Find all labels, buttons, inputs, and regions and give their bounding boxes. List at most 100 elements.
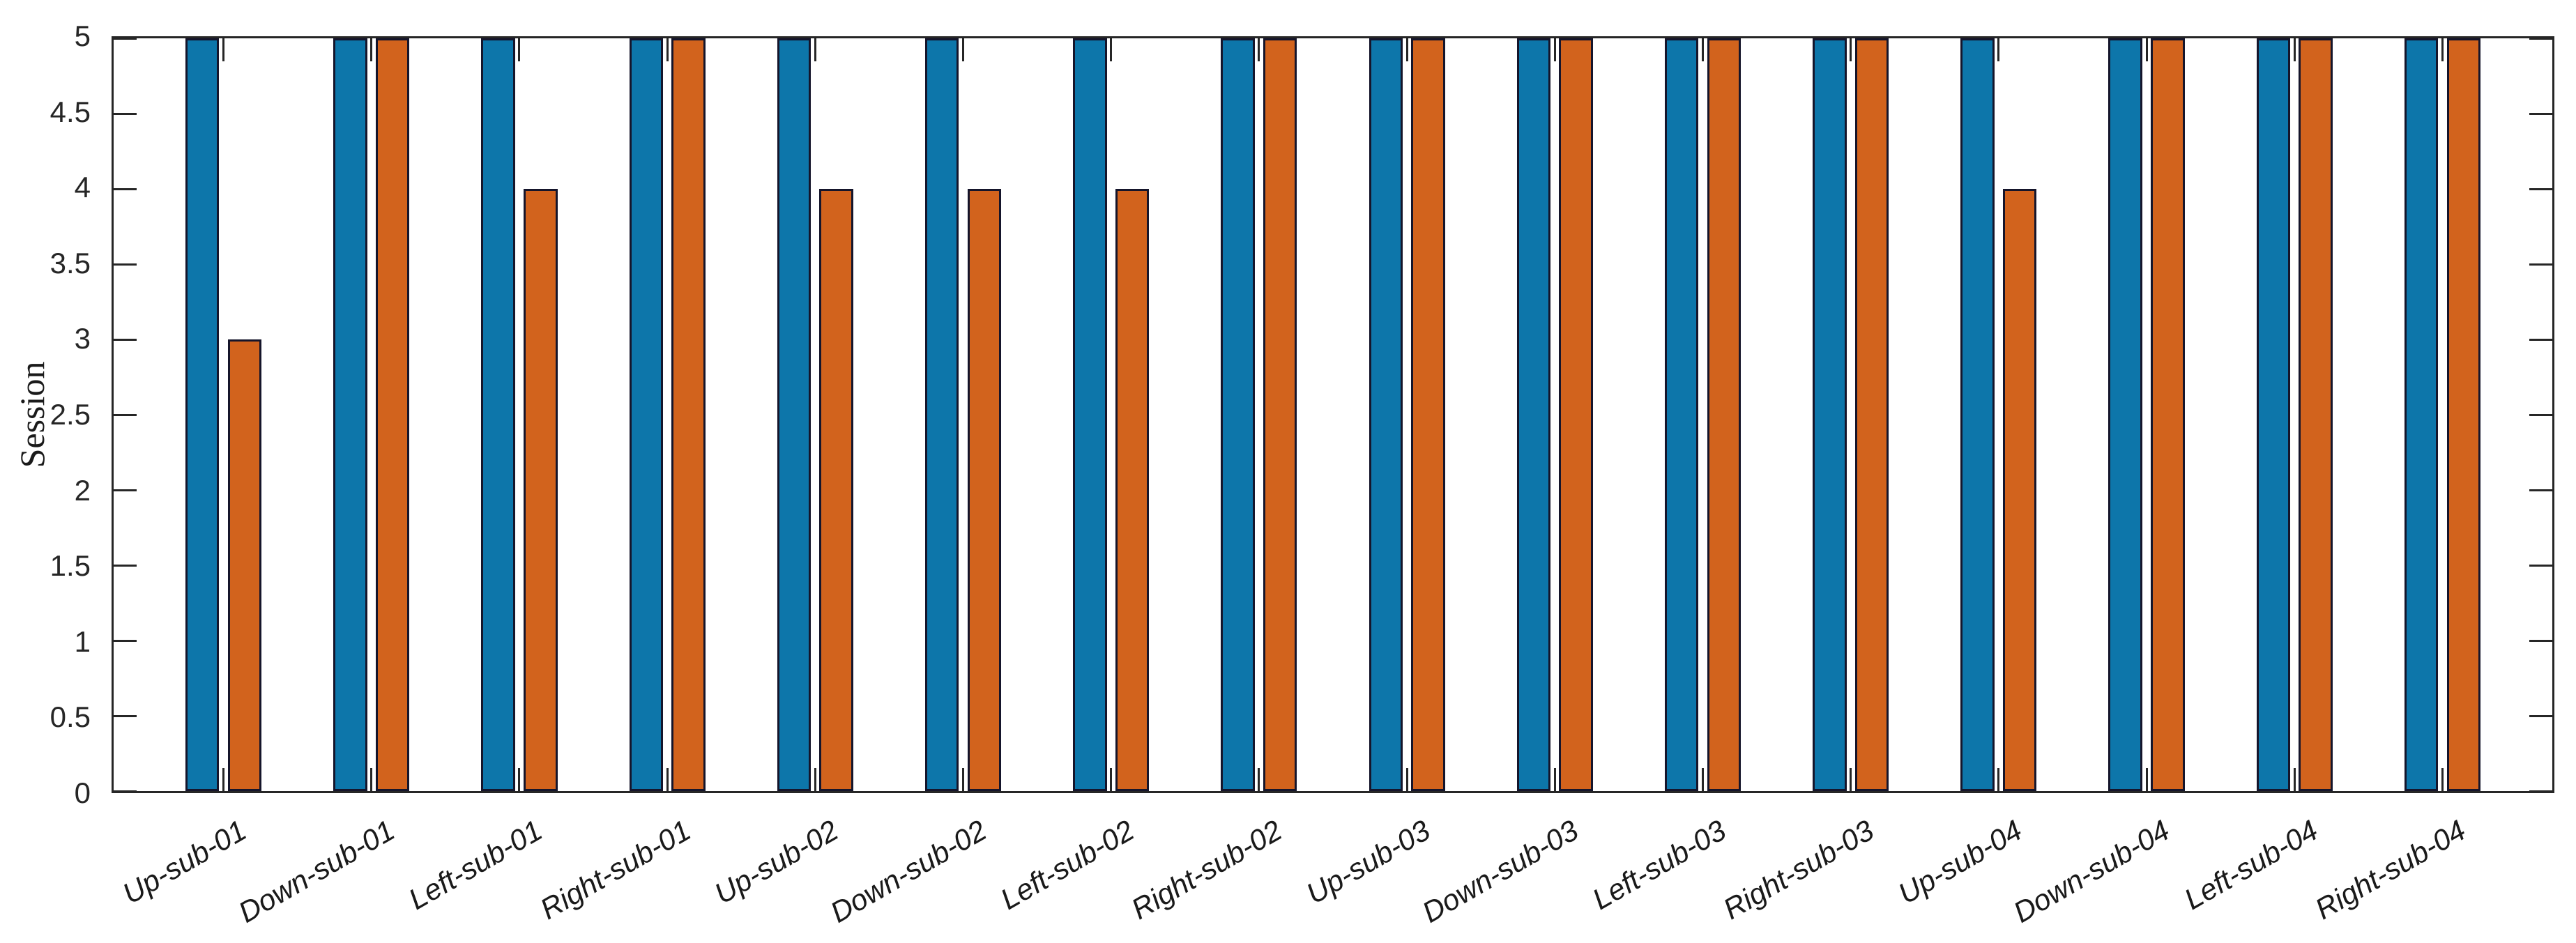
bar-orange: [819, 189, 853, 791]
x-axis-tick: [1701, 768, 1704, 791]
x-tick-label: Up-sub-02: [708, 813, 844, 910]
bar-blue: [1813, 38, 1847, 791]
bar-orange: [2002, 189, 2037, 791]
bar-orange: [1854, 38, 1889, 791]
y-axis-tick: [2529, 413, 2552, 416]
bar-blue: [185, 38, 220, 791]
bar-blue: [1516, 38, 1551, 791]
x-axis-tick: [2441, 768, 2444, 791]
x-axis-tick: [1701, 38, 1704, 61]
x-tick-label: Right-sub-04: [2309, 813, 2471, 926]
x-axis-tick: [1258, 38, 1260, 61]
x-axis-tick: [1405, 38, 1408, 61]
x-axis-tick: [814, 768, 816, 791]
x-axis-tick: [2145, 38, 2148, 61]
x-axis-tick: [370, 38, 373, 61]
y-tick-label: 0: [74, 776, 91, 809]
x-axis-tick: [666, 38, 669, 61]
x-axis-tick: [962, 38, 965, 61]
bar-blue: [481, 38, 515, 791]
plot-area: [112, 36, 2554, 793]
y-axis-tick: [114, 564, 137, 567]
bar-blue: [333, 38, 367, 791]
x-tick-label: Down-sub-03: [1416, 813, 1584, 929]
x-tick-label: Right-sub-02: [1126, 813, 1288, 926]
bar-orange: [2299, 38, 2333, 791]
bar-orange: [524, 189, 558, 791]
y-axis-tick: [114, 263, 137, 266]
y-axis-tick: [2529, 790, 2552, 792]
y-axis-tick: [2529, 489, 2552, 491]
y-axis-tick: [2529, 639, 2552, 642]
x-axis-tick: [518, 38, 521, 61]
x-axis-tick: [1850, 38, 1852, 61]
y-axis-tick-labels: 0 0.5 1 1.5 2 2.5 3 3.5 4 4.5 5: [0, 22, 100, 808]
bar-orange: [1411, 38, 1445, 791]
y-tick-label: 2: [74, 473, 91, 507]
x-axis-tick: [1997, 768, 2000, 791]
x-axis-tick: [2293, 768, 2296, 791]
bar-blue: [2256, 38, 2291, 791]
x-axis-tick: [2441, 38, 2444, 61]
bar-blue: [1221, 38, 1255, 791]
x-tick-label: Down-sub-04: [2008, 813, 2176, 929]
x-tick-label: Left-sub-03: [1586, 813, 1732, 917]
bar-blue: [1664, 38, 1699, 791]
y-axis-tick: [114, 714, 137, 717]
x-axis-tick: [2293, 38, 2296, 61]
bar-orange: [1263, 38, 1297, 791]
x-axis-tick: [518, 768, 521, 791]
x-axis-tick: [2145, 768, 2148, 791]
bar-blue: [1369, 38, 1403, 791]
bar-orange: [227, 339, 262, 791]
x-axis-tick: [222, 38, 225, 61]
x-axis-tick: [1850, 768, 1852, 791]
bar-orange: [1707, 38, 1742, 791]
y-tick-label: 1.5: [49, 549, 91, 583]
x-axis-tick: [962, 768, 965, 791]
x-axis-tick: [370, 768, 373, 791]
y-axis-tick: [2529, 338, 2552, 341]
y-axis-tick: [2529, 187, 2552, 190]
x-tick-label: Right-sub-01: [534, 813, 696, 926]
x-axis-tick: [1405, 768, 1408, 791]
y-axis-tick: [114, 338, 137, 341]
y-axis-tick: [2529, 714, 2552, 717]
x-axis-tick: [814, 38, 816, 61]
y-axis-tick: [114, 413, 137, 416]
y-tick-label: 3.5: [49, 246, 91, 279]
bar-blue: [777, 38, 811, 791]
y-axis-tick: [114, 37, 137, 40]
x-tick-label: Down-sub-02: [824, 813, 992, 929]
bar-orange: [1559, 38, 1593, 791]
y-axis-tick: [2529, 112, 2552, 115]
y-tick-label: 5: [74, 20, 91, 52]
y-tick-label: 4.5: [49, 95, 91, 128]
bar-orange: [2446, 38, 2480, 791]
y-axis-tick: [2529, 37, 2552, 40]
x-tick-label: Up-sub-01: [117, 813, 252, 910]
x-tick-label: Right-sub-03: [1717, 813, 1880, 926]
x-tick-label: Left-sub-01: [403, 813, 548, 917]
bar-blue: [2108, 38, 2142, 791]
bar-blue: [2404, 38, 2439, 791]
x-axis-tick: [1110, 768, 1113, 791]
y-axis-tick: [114, 790, 137, 792]
x-tick-label: Down-sub-01: [232, 813, 400, 929]
x-axis-tick: [1553, 38, 1556, 61]
x-axis-tick: [666, 768, 669, 791]
bar-orange: [1115, 189, 1150, 791]
y-tick-label: 4: [74, 171, 91, 204]
y-axis-tick: [2529, 564, 2552, 567]
x-axis-tick: [222, 768, 225, 791]
y-tick-label: 3: [74, 322, 91, 355]
x-axis-tick: [1553, 768, 1556, 791]
y-tick-label: 0.5: [49, 700, 91, 734]
x-tick-label: Left-sub-02: [995, 813, 1140, 917]
y-axis-tick: [114, 489, 137, 491]
bar-blue: [1960, 38, 1995, 791]
bar-blue: [629, 38, 664, 791]
bar-orange: [375, 38, 410, 791]
y-axis-tick: [114, 639, 137, 642]
